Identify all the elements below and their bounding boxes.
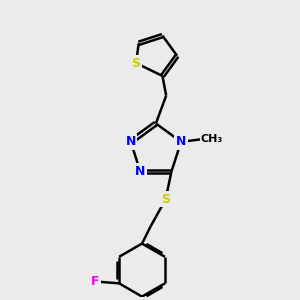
Text: S: S [131,56,140,70]
Text: CH₃: CH₃ [201,134,223,144]
Text: N: N [135,165,146,178]
Text: F: F [91,275,100,288]
Text: N: N [176,135,186,148]
Text: S: S [161,193,170,206]
Text: N: N [125,135,136,148]
